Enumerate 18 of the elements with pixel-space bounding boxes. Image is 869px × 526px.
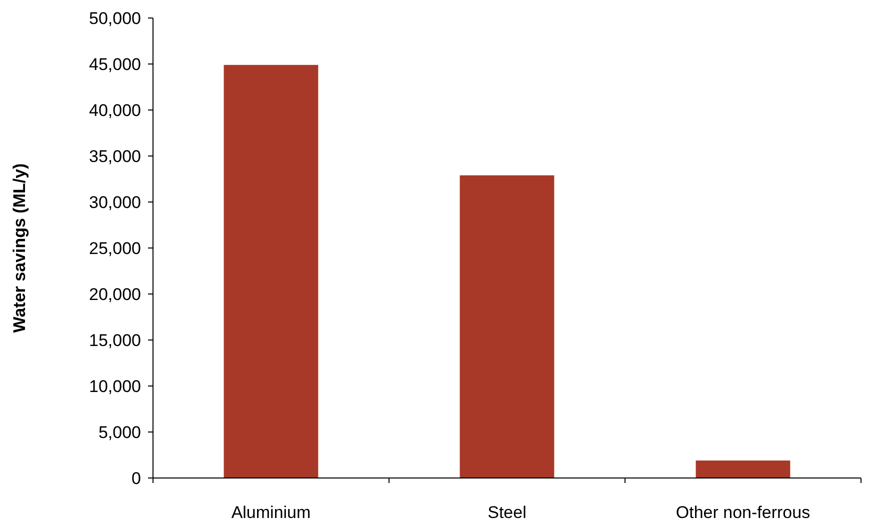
bar: [696, 460, 790, 478]
y-tick-label: 35,000: [89, 146, 141, 166]
y-tick-label: 40,000: [89, 100, 141, 120]
x-tick-label: Steel: [488, 503, 526, 522]
y-tick-label: 30,000: [89, 192, 141, 212]
x-tick-label: Aluminium: [231, 503, 311, 522]
x-tick-label: Other non-ferrous: [676, 503, 810, 522]
y-tick-label: 50,000: [89, 8, 141, 28]
y-tick-label: 10,000: [89, 376, 141, 396]
y-tick-label: 25,000: [89, 238, 141, 258]
y-tick-label: 20,000: [89, 284, 141, 304]
y-tick-label: 45,000: [89, 54, 141, 74]
y-axis-title: Water savings (ML/y): [10, 163, 29, 333]
y-tick-label: 0: [132, 468, 141, 488]
bar: [224, 64, 318, 478]
y-tick-label: 5,000: [98, 422, 141, 442]
bar: [460, 175, 554, 478]
y-tick-label: 15,000: [89, 330, 141, 350]
